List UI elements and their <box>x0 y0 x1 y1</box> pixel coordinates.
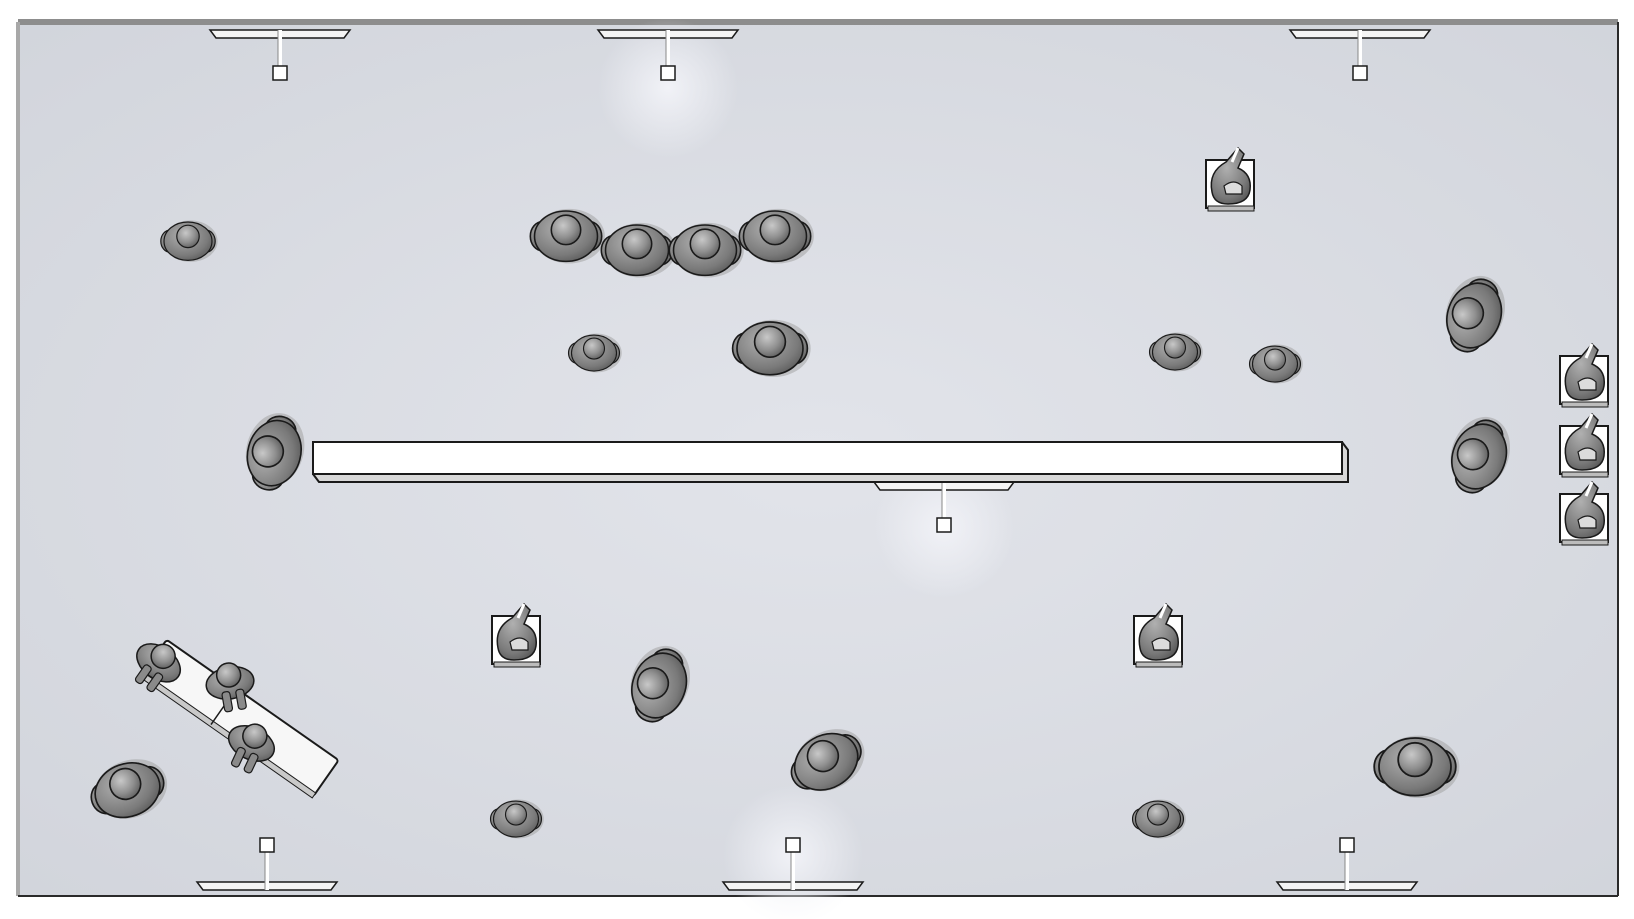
seated-visitor-icon <box>1559 480 1609 546</box>
light-glow <box>598 18 738 158</box>
seated-visitor-icon <box>227 723 275 774</box>
visitor-figure-icon <box>90 759 168 819</box>
visitor-figure-icon <box>600 222 676 278</box>
track-light-icon <box>1275 837 1419 891</box>
visitor-figure-icon <box>1131 799 1186 839</box>
visitor-figure-icon <box>790 729 865 792</box>
track-light-icon <box>208 29 352 81</box>
visitor-figure-icon <box>1373 735 1460 798</box>
visitor-figure-icon <box>489 799 544 839</box>
visitor-figure-icon <box>738 208 814 264</box>
visitor-figure-icon <box>1450 416 1511 494</box>
visitor-figure-icon <box>668 222 744 278</box>
visitor-figure-icon <box>245 413 305 491</box>
seated-visitor-icon <box>205 662 255 713</box>
track-light-icon <box>872 481 1016 533</box>
partition-wall-icon <box>312 441 1349 483</box>
track-light-icon <box>721 837 865 891</box>
visitor-figure-icon <box>567 333 622 373</box>
track-light-icon <box>195 837 339 891</box>
visitor-figure-icon <box>160 220 218 262</box>
visitor-figure-icon <box>529 208 605 264</box>
seated-visitor-icon <box>1559 342 1609 408</box>
visitor-figure-icon <box>731 319 811 377</box>
seated-visitor-icon <box>1133 602 1183 668</box>
visitor-figure-icon <box>1445 275 1506 353</box>
seated-visitor-icon <box>491 602 541 668</box>
track-light-icon <box>596 29 740 81</box>
track-light-icon <box>1288 29 1432 81</box>
visitor-figure-icon <box>1248 344 1303 384</box>
seated-visitor-icon <box>134 643 182 693</box>
seated-visitor-icon <box>1559 412 1609 478</box>
visitor-figure-icon <box>630 645 691 723</box>
seated-visitor-icon <box>1205 146 1255 212</box>
visitor-figure-icon <box>1148 332 1203 372</box>
